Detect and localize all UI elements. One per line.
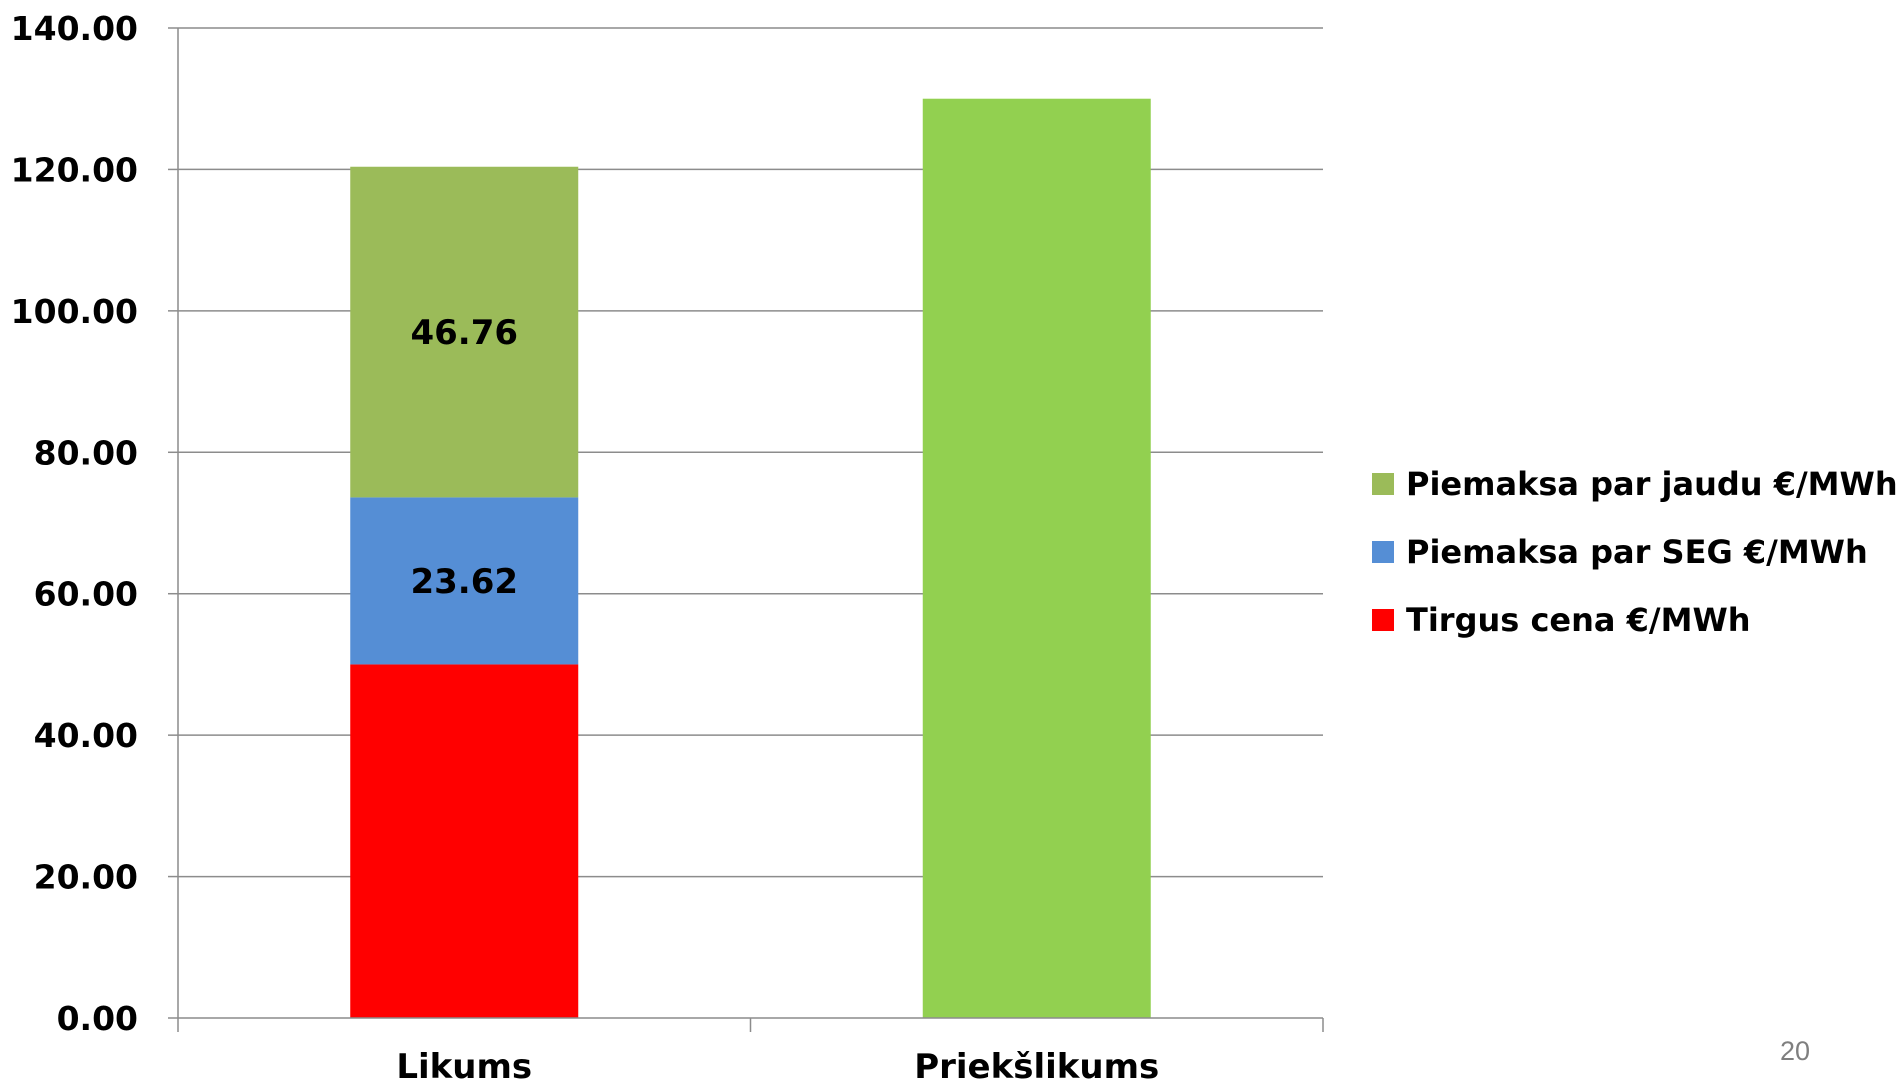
category-labels: Likums Priekšlikums [396,1047,1159,1087]
legend-swatch [1372,473,1394,495]
bar-segment [350,497,579,665]
y-tick-label: 40.00 [34,716,138,755]
y-tick-label: 120.00 [11,150,138,189]
bar-segment [350,664,579,1018]
legend-label: Piemaksa par SEG €/MWh [1406,533,1868,571]
data-label: 23.62 [410,562,518,602]
legend-swatch [1372,541,1394,563]
axes [168,27,1324,1032]
bar-segment [922,98,1151,1018]
y-tick-label: 140.00 [11,9,138,48]
x-category-label: Likums [396,1047,532,1087]
y-tick-labels: 0.00 20.00 40.00 60.00 80.00 100.00 120.00 140.… [11,9,138,1038]
legend-swatch [1372,609,1394,631]
page-number: 20 [1780,1036,1810,1066]
legend-label: Tirgus cena €/MWh [1406,601,1751,639]
data-label: 46.76 [410,313,518,353]
y-tick-label: 0.00 [57,999,138,1038]
legend: Piemaksa par jaudu €/MWh Piemaksa par SEG… [1372,465,1898,639]
bar-segment [350,166,579,498]
y-tick-label: 100.00 [11,292,138,331]
x-category-label: Priekšlikums [914,1047,1159,1087]
gridlines [178,27,1323,878]
data-labels: 23.62 46.76 [410,313,518,602]
bars [350,98,1151,1018]
y-tick-label: 60.00 [34,575,138,614]
y-tick-label: 20.00 [34,858,138,897]
y-tick-label: 80.00 [34,433,138,472]
legend-label: Piemaksa par jaudu €/MWh [1406,465,1898,503]
